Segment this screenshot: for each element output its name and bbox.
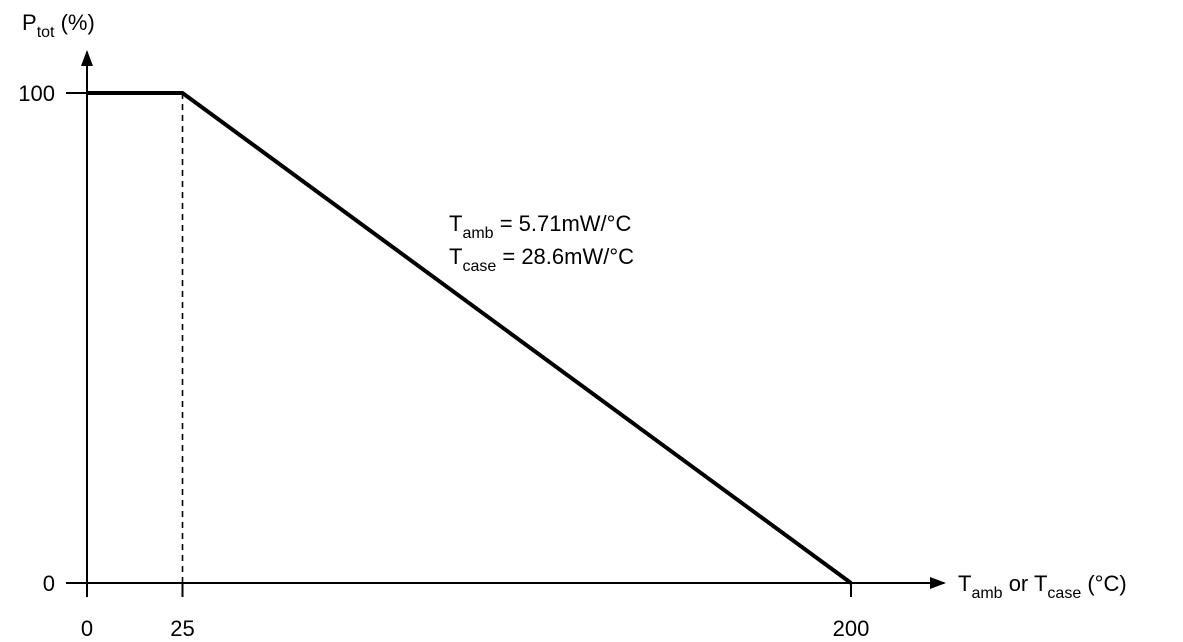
annotation-tamb: Tamb = 5.71mW/°C (449, 211, 631, 242)
series-line (87, 91, 853, 585)
tick-labels-layer: 0 25 200 0 100 (18, 81, 869, 641)
annotation-tcase: Tcase = 28.6mW/°C (449, 244, 634, 275)
y-axis-label: Ptot (%) (22, 10, 95, 41)
x-tick-label: 25 (170, 616, 194, 641)
ticks-layer (66, 92, 852, 597)
x-axis-label: Tamb or Tcase (°C) (958, 571, 1127, 602)
y-tick-label: 0 (43, 571, 55, 596)
series-layer (87, 91, 853, 585)
x-tick-label: 0 (81, 616, 93, 641)
y-tick-label: 100 (18, 81, 55, 106)
x-tick-label: 200 (833, 616, 870, 641)
